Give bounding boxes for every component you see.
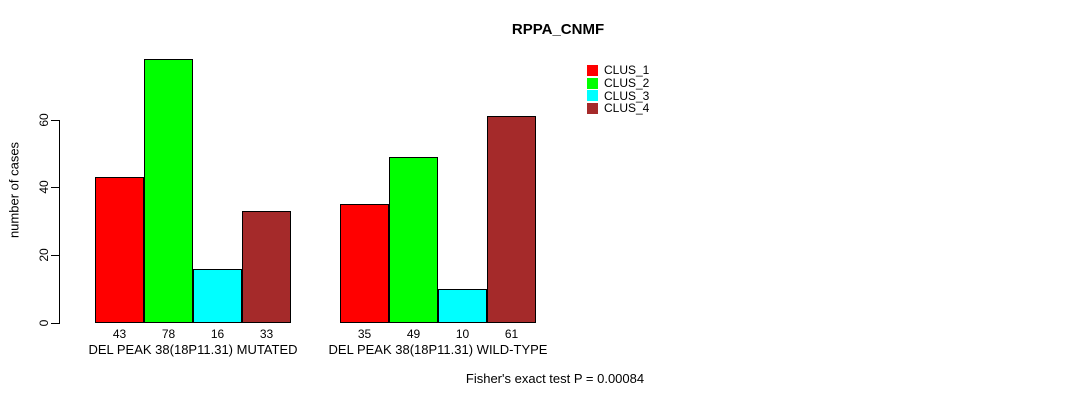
bar-clus_4-group2: [487, 116, 536, 323]
legend-swatch-clus_1: [587, 64, 598, 76]
legend-item-clus_1: CLUS_1: [587, 64, 649, 77]
y-axis-tick: [51, 120, 59, 121]
bar-clus_4-group1: [242, 211, 291, 323]
y-axis-tick-label: 0: [37, 319, 51, 327]
legend-swatch-clus_3: [587, 90, 598, 102]
category-label: DEL PEAK 38(18P11.31) WILD-TYPE: [328, 342, 548, 357]
bar-value-label: 10: [455, 327, 470, 341]
chart-title: RPPA_CNMF: [511, 21, 605, 38]
legend-label: CLUS_1: [604, 63, 650, 78]
legend-item-clus_2: CLUS_2: [587, 77, 649, 90]
fisher-test-footnote: Fisher's exact test P = 0.00084: [465, 371, 645, 386]
y-axis-tick-label: 40: [37, 180, 51, 194]
legend-label: CLUS_3: [604, 88, 650, 103]
bar-clus_3-group1: [193, 269, 242, 323]
y-axis-tick-label: 20: [37, 248, 51, 262]
legend-item-clus_4: CLUS_4: [587, 102, 649, 115]
category-label: DEL PEAK 38(18P11.31) MUTATED: [88, 342, 298, 357]
bar-value-label: 43: [112, 327, 127, 341]
bar-clus_1-group1: [95, 177, 144, 323]
y-axis-tick: [51, 187, 59, 188]
y-axis-line: [59, 120, 60, 324]
bar-clus_3-group2: [438, 289, 487, 323]
legend-label: CLUS_2: [604, 76, 650, 91]
bar-value-label: 78: [161, 327, 176, 341]
legend-swatch-clus_2: [587, 77, 598, 89]
bar-clus_2-group1: [144, 59, 193, 323]
y-axis-label: number of cases: [6, 141, 22, 239]
y-axis-tick: [51, 323, 59, 324]
y-axis-tick-label: 60: [37, 113, 51, 127]
bar-clus_1-group2: [340, 204, 389, 323]
bar-value-label: 35: [357, 327, 372, 341]
legend-item-clus_3: CLUS_3: [587, 89, 649, 102]
legend-label: CLUS_4: [604, 101, 650, 116]
bar-value-label: 16: [210, 327, 225, 341]
legend-swatch-clus_4: [587, 102, 598, 114]
y-axis-tick: [51, 255, 59, 256]
bar-value-label: 49: [406, 327, 421, 341]
bar-value-label: 33: [259, 327, 274, 341]
legend: CLUS_1 CLUS_2 CLUS_3 CLUS_4: [587, 64, 649, 115]
bar-clus_2-group2: [389, 157, 438, 323]
bar-value-label: 61: [504, 327, 519, 341]
